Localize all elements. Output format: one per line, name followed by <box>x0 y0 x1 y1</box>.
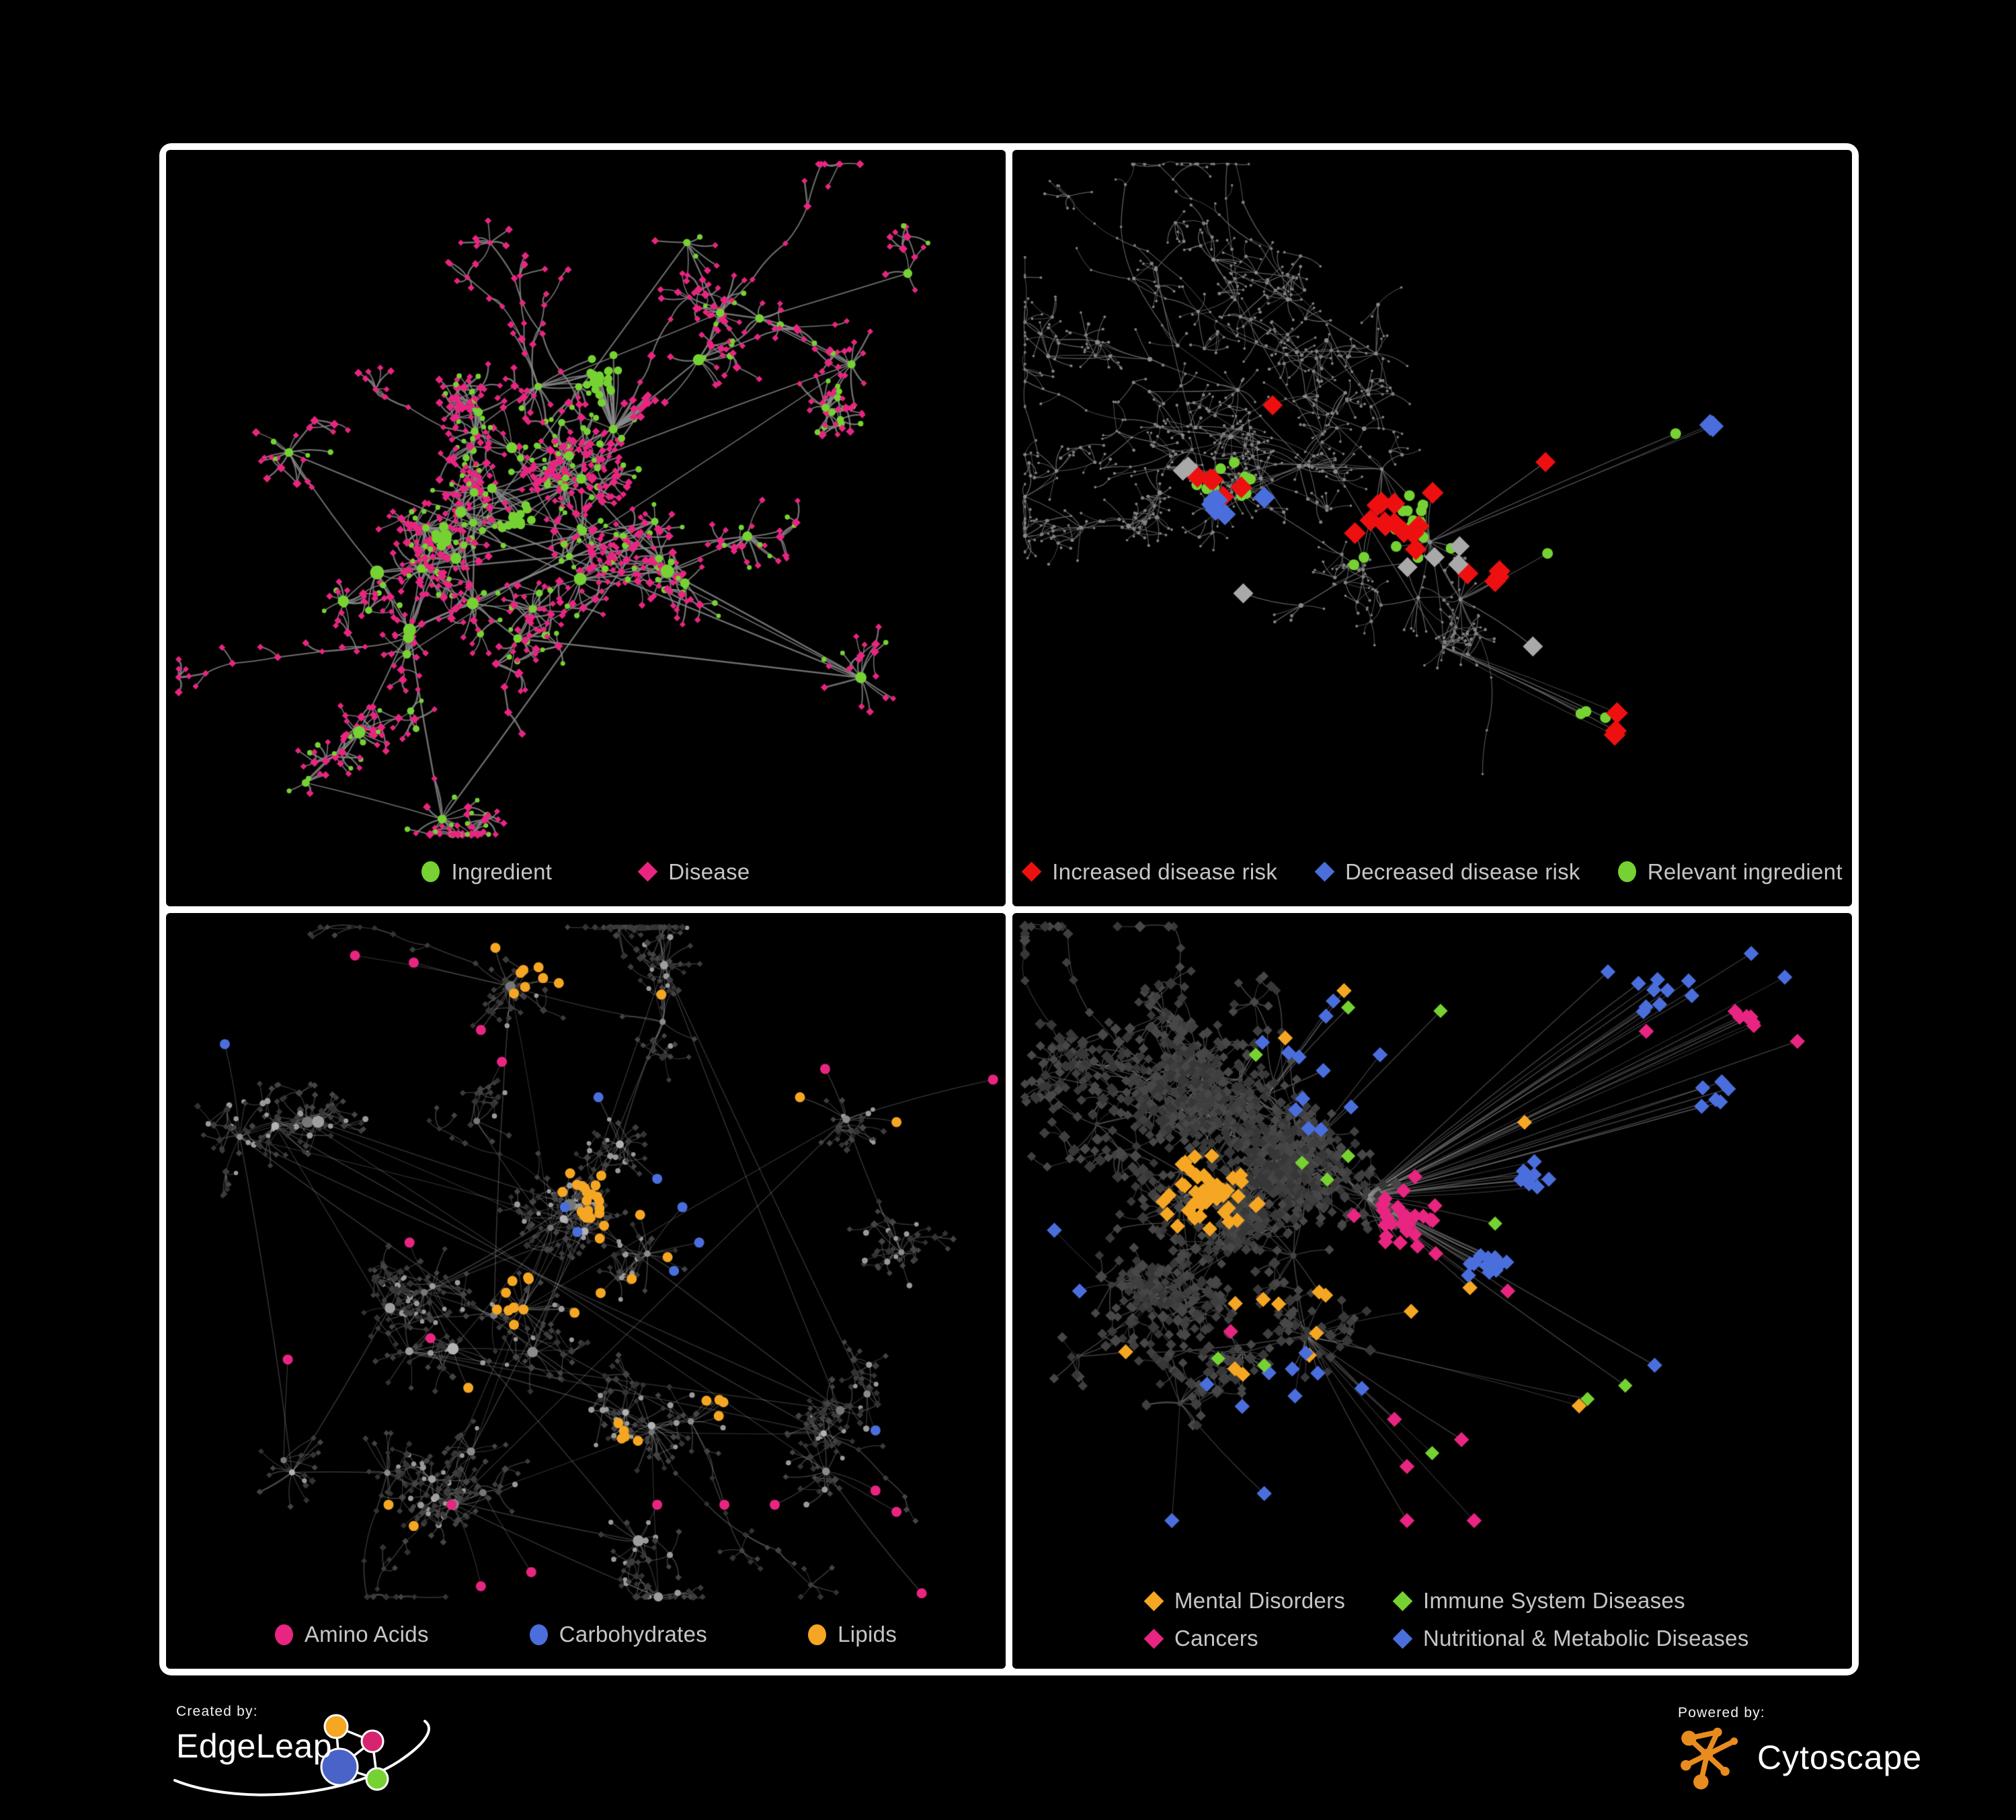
legend-label: Increased disease risk <box>1052 859 1278 884</box>
network-canvas-disease-classes <box>1012 912 1852 1588</box>
network-view-macronutrients <box>166 912 1006 1622</box>
panel-disease-classes: Mental Disorders Immune System Diseases … <box>1012 912 1852 1669</box>
edgeleap-logo: EdgeLeap <box>173 1714 553 1796</box>
amino-acids-swatch-icon <box>274 1624 293 1645</box>
immune-diseases-swatch-icon <box>1392 1591 1413 1611</box>
mental-disorders-swatch-icon <box>1143 1591 1164 1611</box>
disease-swatch-icon <box>637 861 658 882</box>
legend-label: Relevant ingredient <box>1647 859 1843 884</box>
network-canvas-macronutrients <box>166 912 1006 1622</box>
panel-macronutrients: Amino Acids Carbohydrates Lipids <box>166 912 1006 1669</box>
legend-item: Disease <box>637 859 750 885</box>
legend-item: Carbohydrates <box>529 1622 708 1647</box>
legend-ingredient-disease: Ingredient Disease <box>166 859 1006 906</box>
legend-label: Decreased disease risk <box>1345 859 1580 884</box>
nutritional-metabolic-swatch-icon <box>1392 1628 1413 1649</box>
lipids-swatch-icon <box>808 1624 827 1645</box>
legend-item: Mental Disorders <box>1143 1588 1393 1614</box>
cancers-swatch-icon <box>1143 1628 1164 1649</box>
panel-ingredient-disease: Ingredient Disease <box>166 150 1006 906</box>
legend-label: Amino Acids <box>304 1622 429 1647</box>
legend-item: Lipids <box>808 1622 897 1647</box>
network-canvas-disease-risk <box>1012 150 1852 859</box>
decreased-risk-swatch-icon <box>1314 861 1335 882</box>
legend-item: Amino Acids <box>274 1622 429 1647</box>
powered-by-label: Powered by: <box>1678 1705 1765 1720</box>
relevant-ingredient-swatch-icon <box>1617 861 1636 882</box>
network-view-disease-risk <box>1012 150 1852 859</box>
legend-item: Immune System Diseases <box>1392 1588 1749 1614</box>
panel-disease-risk: Increased disease risk Decreased disease… <box>1012 150 1852 906</box>
legend-item: Ingredient <box>421 859 552 885</box>
legend-item: Increased disease risk <box>1021 859 1278 885</box>
legend-item: Nutritional & Metabolic Diseases <box>1392 1626 1749 1651</box>
legend-label: Immune System Diseases <box>1423 1588 1685 1613</box>
ingredient-swatch-icon <box>421 861 440 882</box>
legend-macronutrients: Amino Acids Carbohydrates Lipids <box>166 1622 1006 1669</box>
legend-label: Lipids <box>838 1622 897 1647</box>
legend-disease-classes: Mental Disorders Immune System Diseases … <box>1012 1588 1852 1669</box>
legend-label: Cancers <box>1174 1626 1258 1651</box>
cytoscape-wordmark: Cytoscape <box>1757 1739 1923 1776</box>
legend-item: Cancers <box>1143 1626 1393 1651</box>
edgeleap-wordmark: EdgeLeap <box>176 1727 333 1765</box>
network-canvas-ingredient-disease <box>166 150 1006 859</box>
increased-risk-swatch-icon <box>1021 861 1042 882</box>
edgeleap-credit: Created by: EdgeLeap <box>173 1704 553 1811</box>
legend-label: Carbohydrates <box>559 1622 708 1647</box>
network-view-ingredient-disease <box>166 150 1006 859</box>
legend-label: Mental Disorders <box>1174 1588 1346 1613</box>
legend-disease-risk: Increased disease risk Decreased disease… <box>1012 859 1852 906</box>
edgeleap-logo-icon <box>173 1714 430 1796</box>
network-grid-frame: Ingredient Disease Increased disease ris… <box>159 143 1859 1675</box>
network-view-disease-classes <box>1012 912 1852 1588</box>
carbohydrates-swatch-icon <box>529 1624 548 1645</box>
legend-label: Nutritional & Metabolic Diseases <box>1423 1626 1749 1651</box>
cytoscape-credit: Powered by: Cytoscape <box>1678 1705 1922 1792</box>
legend-label: Ingredient <box>451 859 553 884</box>
legend-item: Decreased disease risk <box>1314 859 1580 885</box>
cytoscape-logo-icon <box>1681 1727 1738 1790</box>
created-by-label: Created by: <box>176 1704 258 1719</box>
legend-item: Relevant ingredient <box>1617 859 1843 885</box>
legend-label: Disease <box>668 859 750 884</box>
